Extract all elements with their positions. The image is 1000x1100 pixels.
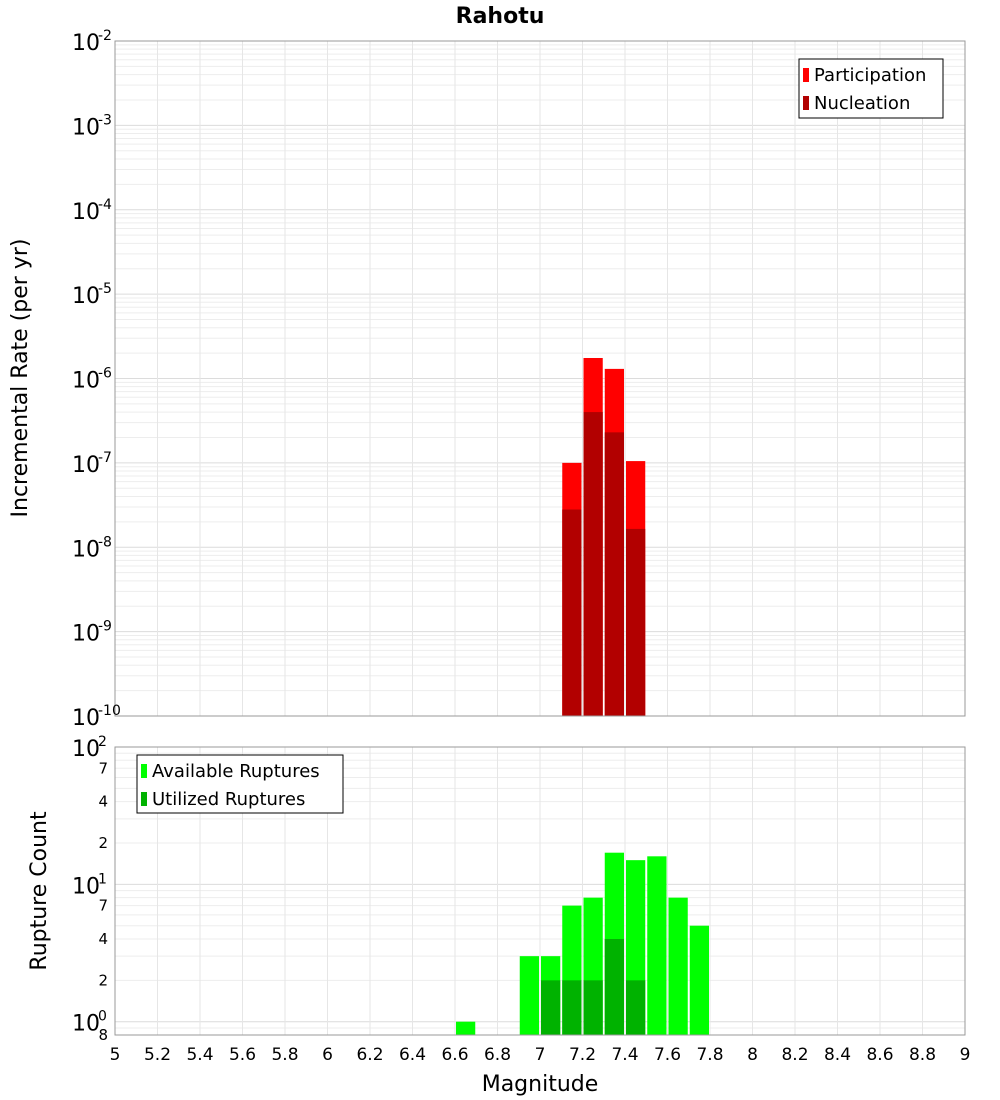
- y-tick-label: 4: [98, 793, 108, 811]
- x-tick-label: 8.4: [824, 1045, 851, 1065]
- available-ruptures-bar: [456, 1021, 476, 1035]
- x-tick-label: 5.6: [229, 1045, 256, 1065]
- x-tick-label: 9: [960, 1045, 971, 1065]
- y-tick-label: 10: [72, 537, 100, 562]
- legend-label: Nucleation: [814, 93, 910, 114]
- utilized-ruptures-bar: [604, 939, 624, 1035]
- x-tick-label: 6.2: [356, 1045, 383, 1065]
- x-tick-label: 7.4: [611, 1045, 638, 1065]
- y-tick-exponent: 1: [98, 871, 107, 887]
- y-tick-exponent: -7: [98, 450, 112, 466]
- y-tick-label: 8: [98, 1026, 108, 1044]
- x-tick-label: 6.4: [399, 1045, 426, 1065]
- legend-ruptures: [136, 754, 344, 814]
- x-tick-label: 6.8: [484, 1045, 511, 1065]
- legend-swatch: [141, 764, 147, 778]
- legend-swatch: [141, 792, 147, 806]
- y-tick-exponent: -3: [98, 112, 112, 128]
- y-tick-label: 10: [72, 115, 100, 140]
- x-tick-label: 8.6: [866, 1045, 893, 1065]
- y-tick-label: 4: [98, 930, 108, 948]
- x-tick-label: 5.4: [186, 1045, 213, 1065]
- x-tick-label: 7.8: [696, 1045, 723, 1065]
- y-tick-label: 10: [72, 284, 100, 309]
- y-tick-exponent: -5: [98, 281, 112, 297]
- available-ruptures-bar: [668, 897, 688, 1035]
- plot-frame: [114, 746, 966, 1036]
- y-tick-exponent: -8: [98, 534, 112, 550]
- y-tick-label: 2: [98, 834, 108, 852]
- y-tick-label: 7: [98, 897, 108, 915]
- legend-swatch: [803, 68, 809, 82]
- legend-label: Utilized Ruptures: [152, 789, 305, 810]
- nucleation-bar: [583, 412, 603, 716]
- y-axis-label-count: Rupture Count: [27, 811, 52, 971]
- x-tick-label: 7.6: [654, 1045, 681, 1065]
- nucleation-bar: [604, 432, 624, 716]
- y-tick-exponent: -4: [98, 197, 112, 213]
- utilized-ruptures-bar: [562, 980, 582, 1035]
- available-ruptures-bar: [519, 956, 539, 1035]
- x-tick-label: 7: [535, 1045, 546, 1065]
- utilized-ruptures-bar: [541, 980, 561, 1035]
- y-tick-label: 10: [72, 622, 100, 647]
- y-tick-label: 10: [72, 737, 100, 762]
- y-tick-label: 7: [98, 759, 108, 777]
- legend-rate: [798, 58, 944, 119]
- y-tick-label: 10: [72, 874, 100, 899]
- rate-panel: 10-210-310-410-510-610-710-810-910-10Par…: [72, 28, 966, 731]
- y-tick-label: 10: [72, 369, 100, 394]
- utilized-ruptures-bar: [583, 980, 603, 1035]
- x-tick-label: 5: [110, 1045, 121, 1065]
- y-tick-label: 2: [98, 971, 108, 989]
- x-axis-label: Magnitude: [482, 1072, 599, 1097]
- y-axis-label-rate: Incremental Rate (per yr): [8, 239, 33, 518]
- available-ruptures-bar: [647, 856, 667, 1035]
- x-tick-label: 6: [322, 1045, 333, 1065]
- x-tick-label: 7.2: [569, 1045, 596, 1065]
- x-tick-label: 6.6: [441, 1045, 468, 1065]
- y-tick-label: 10: [72, 1012, 100, 1037]
- nucleation-bar: [626, 528, 646, 716]
- y-tick-label: 10: [72, 200, 100, 225]
- x-tick-label: 5.8: [271, 1045, 298, 1065]
- y-tick-exponent: -6: [98, 366, 112, 382]
- y-tick-exponent: -2: [98, 28, 112, 44]
- legend-swatch: [803, 96, 809, 110]
- nucleation-bar: [562, 509, 582, 716]
- y-tick-label: 10: [72, 453, 100, 478]
- legend-label: Available Ruptures: [152, 761, 320, 782]
- x-tick-label: 8: [747, 1045, 758, 1065]
- available-ruptures-bar: [689, 925, 709, 1035]
- x-tick-label: 5.2: [144, 1045, 171, 1065]
- utilized-ruptures-bar: [626, 980, 646, 1035]
- chart-title: Rahotu: [456, 4, 545, 29]
- legend-label: Participation: [814, 65, 926, 86]
- x-tick-label: 8.8: [909, 1045, 936, 1065]
- y-tick-exponent: 0: [98, 1009, 107, 1025]
- y-tick-label: 10: [72, 31, 100, 56]
- y-tick-exponent: 2: [98, 734, 107, 750]
- x-tick-label: 8.2: [781, 1045, 808, 1065]
- plot-frame: [114, 40, 966, 717]
- y-tick-exponent: -10: [98, 703, 121, 719]
- y-tick-exponent: -9: [98, 619, 112, 635]
- y-tick-label: 10: [72, 706, 100, 731]
